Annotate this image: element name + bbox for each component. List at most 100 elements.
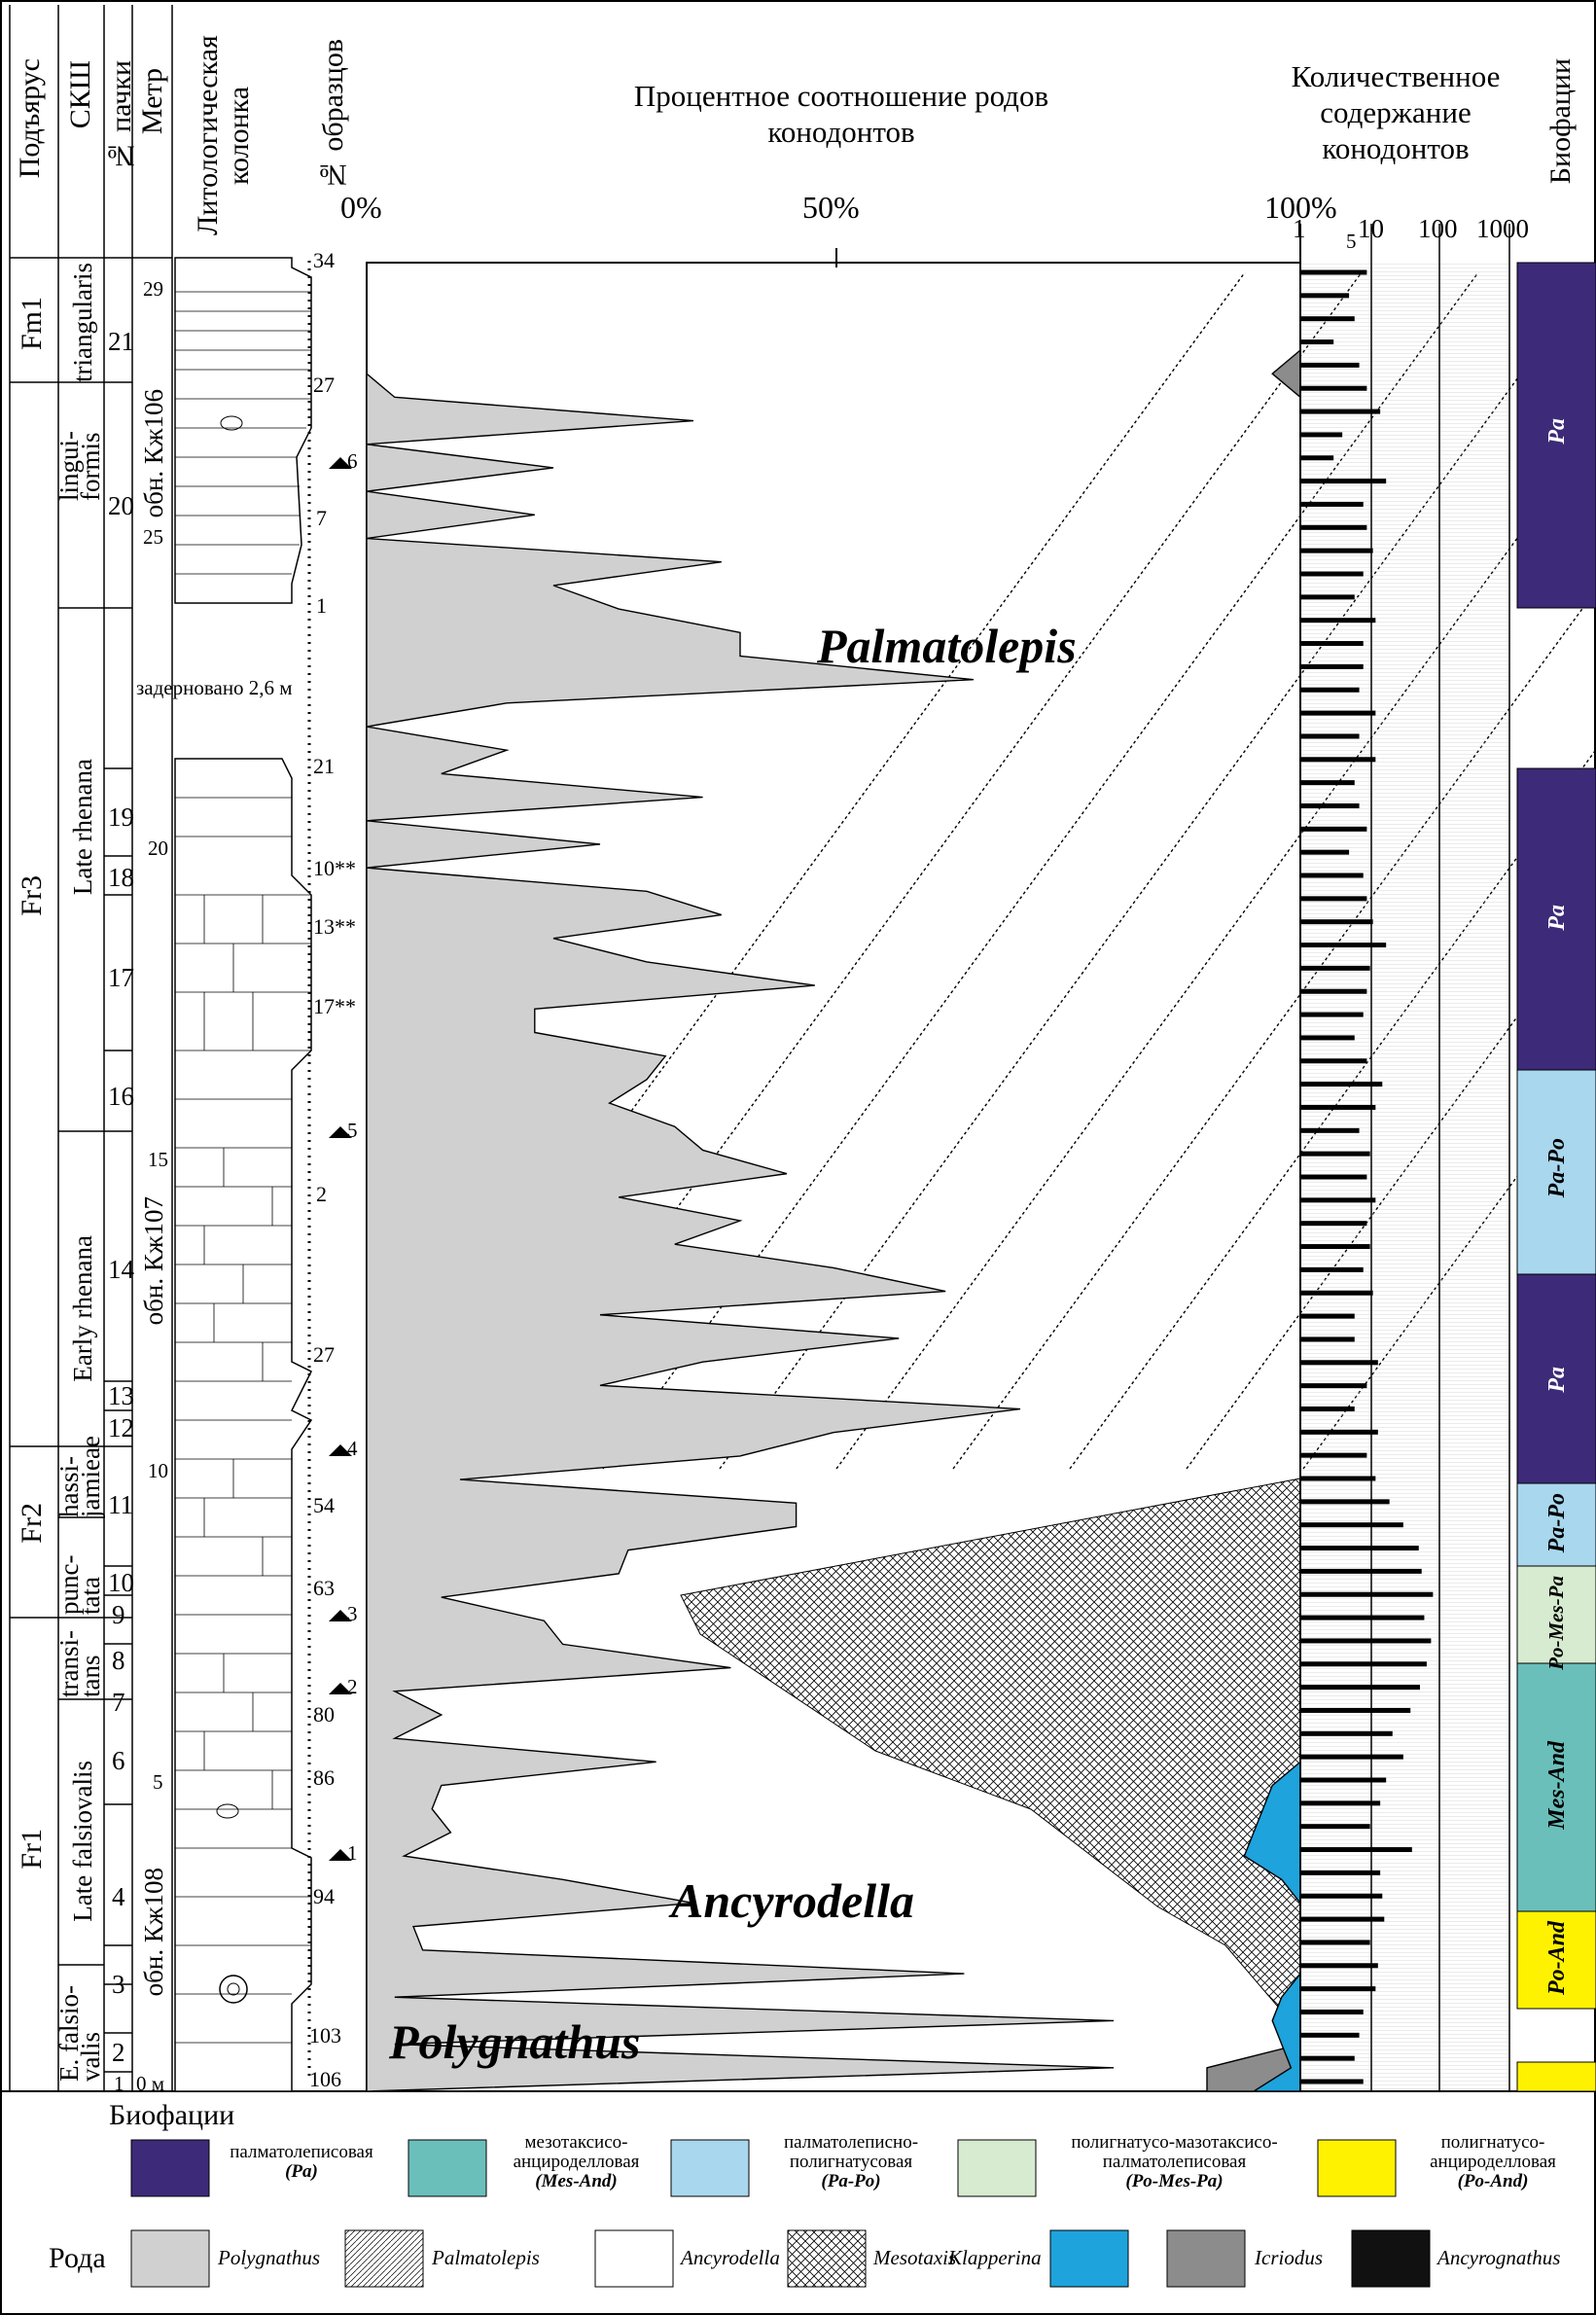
gap-note: задерновано 2,6 м <box>136 676 293 699</box>
zone-early-rhenana: Early rhenana <box>68 1235 97 1382</box>
quantity-bar <box>1300 1638 1432 1644</box>
quantity-bar <box>1300 733 1360 739</box>
quantity-bar <box>1300 2032 1360 2038</box>
marker-label-6: 6 <box>347 449 358 473</box>
legend-label-po-mes-pa: полигнатусо-мазотаксисо-палматолеписовая… <box>1041 2133 1308 2191</box>
sample-7: 7 <box>316 506 327 530</box>
quantity-bar <box>1300 1754 1403 1760</box>
zone-hassijamieae-text: hassi-jamieae <box>54 1436 105 1517</box>
legend-label-po-and-code: (Po-And) <box>1457 2171 1529 2191</box>
legend-label-po-and: полигнатусо-анцироделловая (Po-And) <box>1401 2133 1585 2191</box>
quantity-bar <box>1300 1127 1360 1133</box>
zone-triangularis: triangularis <box>68 263 97 382</box>
member-14: 14 <box>108 1255 134 1284</box>
quantity-bar <box>1300 1035 1355 1041</box>
palmatolepis-hatch-line <box>835 429 1596 1470</box>
quantity-bar <box>1300 1685 1420 1691</box>
tick-0: 0% <box>340 190 382 225</box>
quantity-bar <box>1300 1916 1385 1922</box>
quantity-bar <box>1300 1568 1422 1574</box>
legend-label-pa-code: (Pa) <box>285 2161 318 2182</box>
zone-transitans: transi-tans <box>54 1620 105 1697</box>
quantity-bar <box>1300 1893 1383 1899</box>
legend-swatch-ancyrodella <box>594 2229 674 2288</box>
member-10: 10 <box>108 1568 134 1597</box>
substage-fm1: Fm1 <box>16 297 48 351</box>
quantity-bar <box>1300 965 1370 971</box>
member-17: 17 <box>108 963 134 992</box>
zone-late-rhenana: Late rhenana <box>68 759 97 896</box>
header-biofacies: Биофации <box>1544 58 1577 185</box>
biofacies-band-poand-2 <box>1516 2061 1596 2092</box>
sample-17: 17** <box>313 994 356 1018</box>
sample-34: 34 <box>313 248 335 272</box>
zone-punctata-text: punc-tata <box>54 1554 105 1615</box>
quantity-bar <box>1300 1082 1383 1087</box>
legend-genus-palmatolepis: Palmatolepis <box>432 2246 540 2269</box>
legend-label-po-and-name: полигнатусо-анцироделловая <box>1430 2132 1556 2172</box>
sample-27a: 27 <box>313 373 335 397</box>
column-frame <box>9 5 173 2092</box>
quantity-bar <box>1300 1591 1434 1597</box>
quantity-bar <box>1300 849 1350 855</box>
qty-tick-100: 100 <box>1418 214 1458 243</box>
quantity-bar <box>1300 873 1364 878</box>
zone-linguiformis-text: lingui-formis <box>54 431 105 501</box>
sample-63: 63 <box>313 1576 335 1600</box>
legend-genera-title: Рода <box>49 2242 106 2274</box>
legend-label-po-mes-pa-code: (Po-Mes-Pa) <box>1125 2171 1224 2191</box>
quantity-bar <box>1300 2009 1364 2014</box>
quantity-bar <box>1300 432 1343 438</box>
quantity-bar <box>1300 1174 1367 1180</box>
header-litho-text: Литологическая колонка <box>192 35 255 236</box>
quantity-bar <box>1300 1707 1411 1713</box>
meter-15: 15 <box>148 1148 168 1171</box>
quantity-bar <box>1300 1870 1381 1875</box>
quantity-bar <box>1300 548 1373 553</box>
header-substage: Подъярус <box>14 58 46 179</box>
member-1: 1 <box>114 2072 124 2095</box>
biofacies-band-pomespa <box>1516 1565 1596 1664</box>
quantity-bar <box>1300 1522 1403 1528</box>
zone-e-falsiovalis: E. falsio-valis <box>54 1970 105 2082</box>
biofacies-label-pa-1: Pa <box>1544 418 1570 445</box>
legend-swatch-polygnathus <box>130 2229 210 2288</box>
quantity-bar <box>1300 455 1334 461</box>
legend-label-pa-po: палматолеписно-полигнатусовая (Pa-Po) <box>754 2133 948 2191</box>
biofacies-label-papo-1: Pa-Po <box>1544 1138 1570 1198</box>
legend-swatch-po-and <box>1317 2139 1397 2197</box>
tick-100: 100% <box>1264 190 1337 225</box>
quantity-bar <box>1300 710 1376 716</box>
biofacies-label-pomespa: Po-Mes-Pa <box>1544 1576 1568 1670</box>
quantity-bar <box>1300 1847 1412 1853</box>
tick-50: 50% <box>802 190 860 225</box>
quantity-bar <box>1300 293 1350 299</box>
quantity-bar <box>1300 896 1367 902</box>
legend-genus-polygnathus: Polygnathus <box>218 2246 320 2269</box>
zone-hassijamieae: hassi-jamieae <box>54 1436 105 1517</box>
legend-label-pa-po-name: палматолеписно-полигнатусовая <box>783 2132 919 2172</box>
quantity-bar <box>1300 2055 1355 2061</box>
biofacies-label-mesand: Mes-And <box>1544 1741 1570 1830</box>
quantity-bar <box>1300 1151 1370 1157</box>
quantity-bar <box>1300 1963 1378 1969</box>
quantity-bar <box>1300 501 1364 507</box>
legend-label-mes-and: мезотаксисо-анцироделловая (Mes-And) <box>491 2133 661 2191</box>
qty-tick-1: 1 <box>1293 214 1306 243</box>
legend-genus-icriodus: Icriodus <box>1255 2246 1323 2269</box>
quantity-bar <box>1300 1986 1376 1992</box>
legend-genus-ancyrognathus: Ancyrognathus <box>1437 2246 1561 2269</box>
biofacies-band-poand-1 <box>1516 1910 1596 2010</box>
quantity-bar <box>1300 1546 1419 1551</box>
zone-late-falsiovalis: Late falsiovalis <box>68 1761 97 1922</box>
outcrop-kzh107: обн. Кж107 <box>139 1196 168 1326</box>
genus-label-palmatolepis: Palmatolepis <box>817 619 1077 673</box>
quantity-bar <box>1300 269 1367 275</box>
member-20: 20 <box>108 491 134 520</box>
substage-fr3: Fr3 <box>16 875 48 916</box>
biofacies-band-papo-2 <box>1516 1482 1596 1567</box>
member-21: 21 <box>108 327 134 356</box>
quantity-bar <box>1300 618 1376 623</box>
member-4: 4 <box>112 1882 125 1911</box>
marker-label-4: 4 <box>347 1437 358 1460</box>
